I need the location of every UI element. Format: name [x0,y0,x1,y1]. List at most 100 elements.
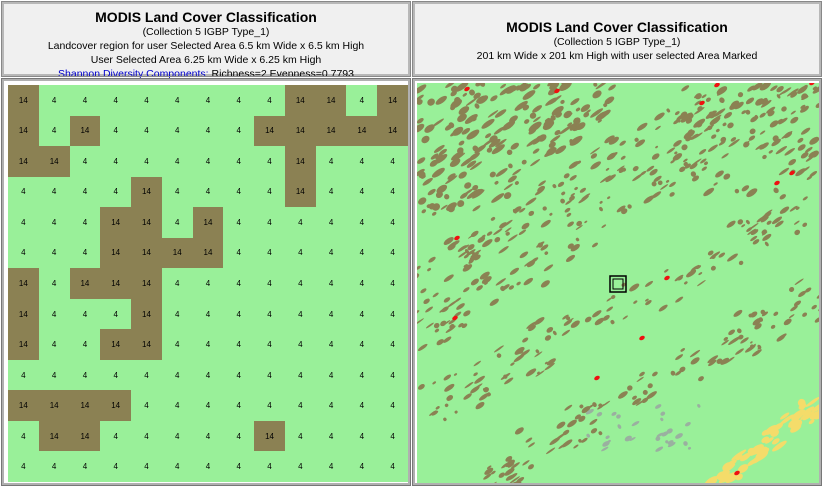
map-brown-patch [551,106,564,116]
map-brown-patch [507,472,518,481]
grid-cell: 4 [377,268,408,299]
map-grey-patch [667,442,676,448]
map-brown-patch [752,239,760,245]
map-brown-patch [729,103,738,110]
map-red-patch [464,86,470,92]
grid-cell: 4 [100,85,132,116]
map-brown-patch [686,269,697,278]
map-brown-patch [703,124,714,132]
map-brown-patch [633,300,638,304]
grid-cell: 4 [254,390,285,421]
shannon-diversity-link[interactable]: Shannon Diversity Components: [58,68,209,80]
grid-cell: 14 [38,420,70,452]
map-yellow-patch [731,449,747,461]
map-brown-patch [565,316,571,321]
grid-cell: 14 [100,237,132,269]
map-brown-patch [783,318,792,326]
map-brown-patch [652,371,658,377]
grid-cell: 4 [8,237,39,269]
map-brown-patch [654,112,665,121]
grid-cell: 14 [254,115,285,147]
map-red-patch [734,470,740,476]
map-brown-patch [675,354,684,361]
map-brown-patch [547,87,558,96]
map-grey-patch [656,432,664,438]
map-brown-patch [635,398,646,406]
map-brown-patch [743,141,750,148]
grid-cell: 4 [346,207,378,238]
grid-cell: 4 [69,359,101,391]
map-brown-patch [585,109,591,114]
map-brown-patch [632,395,637,400]
map-brown-patch [574,414,581,420]
left-area-line: User Selected Area 6.25 km Wide x 6.25 k… [90,54,322,66]
grid-cell: 14 [8,298,39,330]
map-brown-patch [651,191,662,199]
map-brown-patch [504,468,515,476]
grid-cell: 4 [377,390,408,421]
map-brown-patch [583,112,590,118]
grid-cell: 4 [161,207,193,238]
map-grey-patch [616,414,621,419]
map-brown-patch [747,85,756,92]
map-brown-patch [498,246,509,254]
map-brown-patch [673,140,682,147]
map-brown-patch [548,141,556,149]
map-red-patch [594,375,600,381]
map-brown-patch [741,224,746,228]
map-brown-patch [570,320,580,328]
map-brown-patch [507,234,518,242]
map-brown-patch [578,438,582,443]
map-brown-patch [474,375,485,384]
map-brown-patch [508,463,515,468]
grid-cell: 4 [131,390,162,421]
map-brown-patch [749,128,756,135]
map-brown-patch [778,167,790,176]
map-brown-patch [421,135,430,144]
map-brown-patch [757,344,762,350]
map-brown-patch [507,458,513,463]
map-brown-patch [595,83,609,90]
map-grey-patch [683,441,688,446]
grid-cell: 4 [223,115,255,147]
grid-cell: 4 [100,176,132,208]
selected-area-box[interactable] [609,275,627,293]
map-brown-patch [464,381,474,389]
map-brown-patch [788,159,797,166]
grid-cell: 4 [69,146,101,177]
grid-cell: 4 [38,207,70,238]
grid-cell: 14 [8,146,39,177]
map-brown-patch [629,283,640,292]
map-brown-patch [689,349,701,358]
map-brown-patch [616,165,625,172]
map-brown-patch [712,114,722,122]
grid-cell: 4 [161,115,193,147]
grid-cell: 4 [254,146,285,177]
map-brown-patch [795,206,800,210]
map-brown-patch [514,181,519,185]
grid-cell: 4 [69,85,101,116]
map-brown-patch [802,312,808,317]
grid-cell: 4 [69,451,101,482]
map-brown-patch [801,166,810,173]
map-yellow-patch [808,419,815,425]
map-brown-patch [653,175,662,183]
grid-cell: 14 [284,176,316,208]
map-brown-patch [797,144,806,151]
map-brown-patch [728,337,739,345]
map-brown-patch [489,298,499,306]
map-brown-patch [545,447,556,455]
map-brown-patch [569,175,577,181]
grid-cell: 4 [131,451,162,482]
map-brown-patch [770,85,778,92]
map-brown-patch [450,105,456,111]
map-brown-patch [707,144,718,152]
map-brown-patch [755,144,764,150]
map-brown-patch [641,397,649,403]
map-brown-patch [580,104,591,112]
map-brown-patch [481,118,495,129]
grid-cell: 4 [346,451,378,482]
map-yellow-patch [740,452,751,462]
map-brown-patch [519,231,523,235]
grid-cell: 4 [346,268,378,299]
